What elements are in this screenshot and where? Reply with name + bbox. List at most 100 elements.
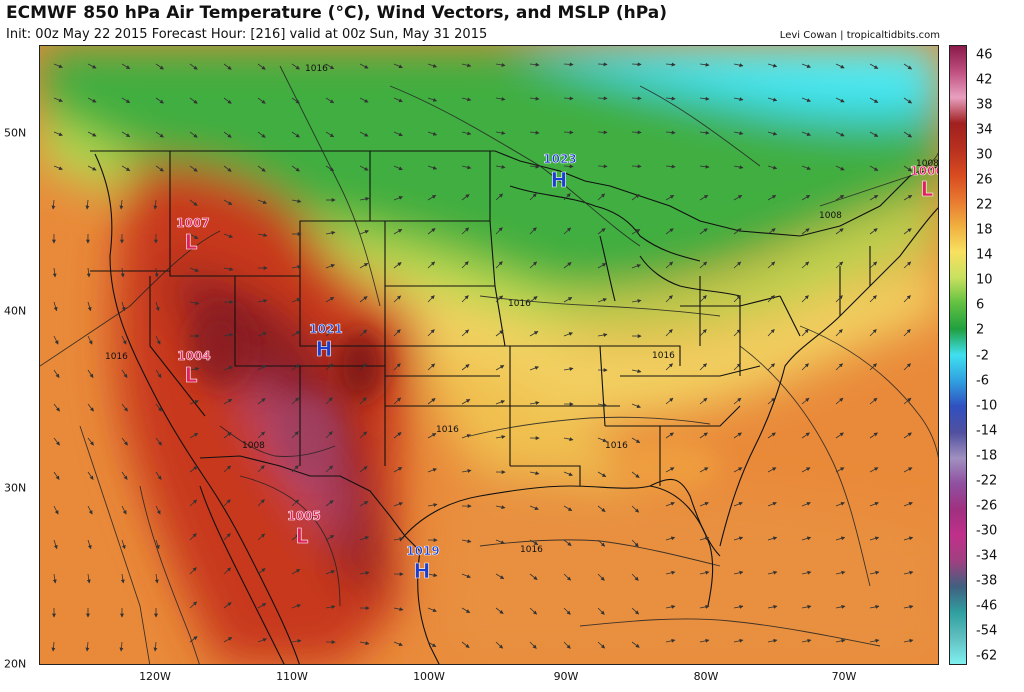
- temperature-field: [40, 46, 938, 664]
- wind-arrow: [801, 397, 810, 405]
- wind-arrow: [699, 604, 710, 609]
- wind-arrow: [631, 229, 641, 235]
- wind-arrow: [359, 397, 367, 405]
- wind-arrow: [665, 130, 676, 135]
- colorbar-tick-label: -38: [976, 573, 998, 589]
- wind-arrow: [223, 199, 233, 205]
- wind-arrow: [529, 164, 540, 169]
- wind-arrow: [529, 539, 539, 545]
- wind-arrow: [155, 63, 164, 70]
- wind-arrow: [903, 604, 914, 609]
- wind-arrow: [869, 329, 877, 337]
- wind-arrow: [529, 331, 539, 337]
- wind-arrow: [257, 465, 265, 473]
- isobar-labels: 1016 1016 1016 1016 1008 1008 1016 1016 …: [105, 64, 938, 555]
- wind-arrow: [257, 499, 265, 507]
- wind-arrow: [835, 165, 845, 171]
- wind-arrow: [155, 335, 161, 345]
- wind-arrow: [257, 533, 266, 541]
- wind-arrow: [393, 607, 404, 612]
- latitude-label: 40N: [4, 304, 27, 318]
- wind-arrow: [291, 97, 300, 104]
- wind-arrow: [53, 369, 60, 379]
- wind-arrow: [155, 97, 164, 104]
- wind-arrow: [393, 641, 403, 646]
- wind-arrow: [53, 403, 60, 412]
- wind-arrow: [529, 62, 540, 67]
- wind-arrow: [325, 535, 335, 541]
- wind-arrow: [189, 165, 198, 172]
- wind-arrow: [87, 301, 92, 312]
- wind-arrow: [461, 469, 472, 473]
- wind-arrow: [529, 227, 537, 235]
- wind-arrow: [597, 437, 607, 442]
- wind-arrow: [631, 607, 640, 615]
- wind-arrow: [903, 165, 913, 172]
- wind-arrow: [359, 571, 370, 575]
- wind-arrow: [835, 228, 844, 235]
- wind-arrow: [359, 230, 370, 235]
- wind-arrow: [495, 62, 506, 67]
- wind-arrow: [631, 369, 642, 374]
- wind-arrow: [801, 295, 809, 303]
- wind-arrow: [325, 131, 335, 138]
- wind-arrow: [597, 164, 608, 169]
- wind-arrow: [631, 403, 641, 408]
- wind-arrow: [189, 233, 199, 239]
- colorbar-tick-label: -30: [976, 523, 998, 539]
- wind-arrow: [461, 261, 469, 269]
- wind-arrow: [495, 365, 505, 371]
- wind-arrow: [937, 505, 938, 506]
- wind-arrow: [461, 63, 472, 68]
- wind-arrow: [767, 295, 775, 303]
- pressure-value: 1006: [910, 164, 939, 178]
- wind-arrow: [767, 536, 778, 541]
- wind-arrow: [359, 363, 367, 371]
- credit-text: Levi Cowan | tropicaltidbits.com: [779, 30, 940, 41]
- wind-arrow: [427, 329, 435, 337]
- wind-arrow: [393, 537, 404, 541]
- wind-arrow: [325, 264, 336, 269]
- wind-arrow: [121, 403, 128, 412]
- pressure-letter: H: [414, 559, 431, 583]
- wind-arrow: [121, 165, 131, 171]
- wind-arrow: [529, 607, 538, 615]
- wind-arrow: [563, 262, 572, 269]
- wind-arrow: [903, 363, 911, 371]
- wind-arrow: [529, 130, 540, 135]
- wind-arrow: [427, 573, 438, 578]
- wind-arrow: [86, 267, 91, 278]
- colorbar-tick-label: -14: [976, 423, 998, 439]
- wind-arrow: [801, 363, 809, 371]
- wind-arrow: [563, 332, 574, 337]
- wind-arrow: [189, 567, 197, 575]
- wind-arrow: [869, 467, 879, 473]
- wind-arrow: [325, 63, 335, 70]
- wind-arrow: [87, 437, 94, 446]
- wind-arrow: [631, 471, 640, 479]
- pressure-value: 1007: [176, 216, 209, 230]
- wind-arrow: [87, 471, 94, 480]
- wind-arrow: [359, 196, 370, 201]
- pressure-letter: L: [185, 363, 198, 387]
- wind-arrow: [155, 437, 162, 446]
- wind-arrow: [121, 97, 131, 103]
- wind-arrow: [665, 432, 674, 439]
- wind-arrow: [665, 62, 676, 67]
- wind-arrow: [257, 199, 268, 204]
- isobar-label: 1008: [242, 441, 265, 451]
- wind-arrow: [87, 539, 92, 550]
- wind-arrow: [461, 227, 470, 235]
- wind-arrow: [461, 399, 471, 405]
- wind-arrow: [495, 435, 506, 439]
- wind-arrow: [223, 131, 232, 138]
- wind-arrow: [699, 502, 709, 507]
- wind-arrow: [937, 199, 938, 200]
- colorbar-tick-label: -34: [976, 548, 998, 564]
- wind-arrow: [563, 62, 574, 67]
- wind-arrow: [631, 194, 640, 201]
- wind-arrow: [631, 641, 640, 648]
- isobar-label: 1016: [105, 352, 128, 362]
- wind-arrow: [291, 298, 302, 303]
- colorbar-tick-label: -18: [976, 448, 998, 464]
